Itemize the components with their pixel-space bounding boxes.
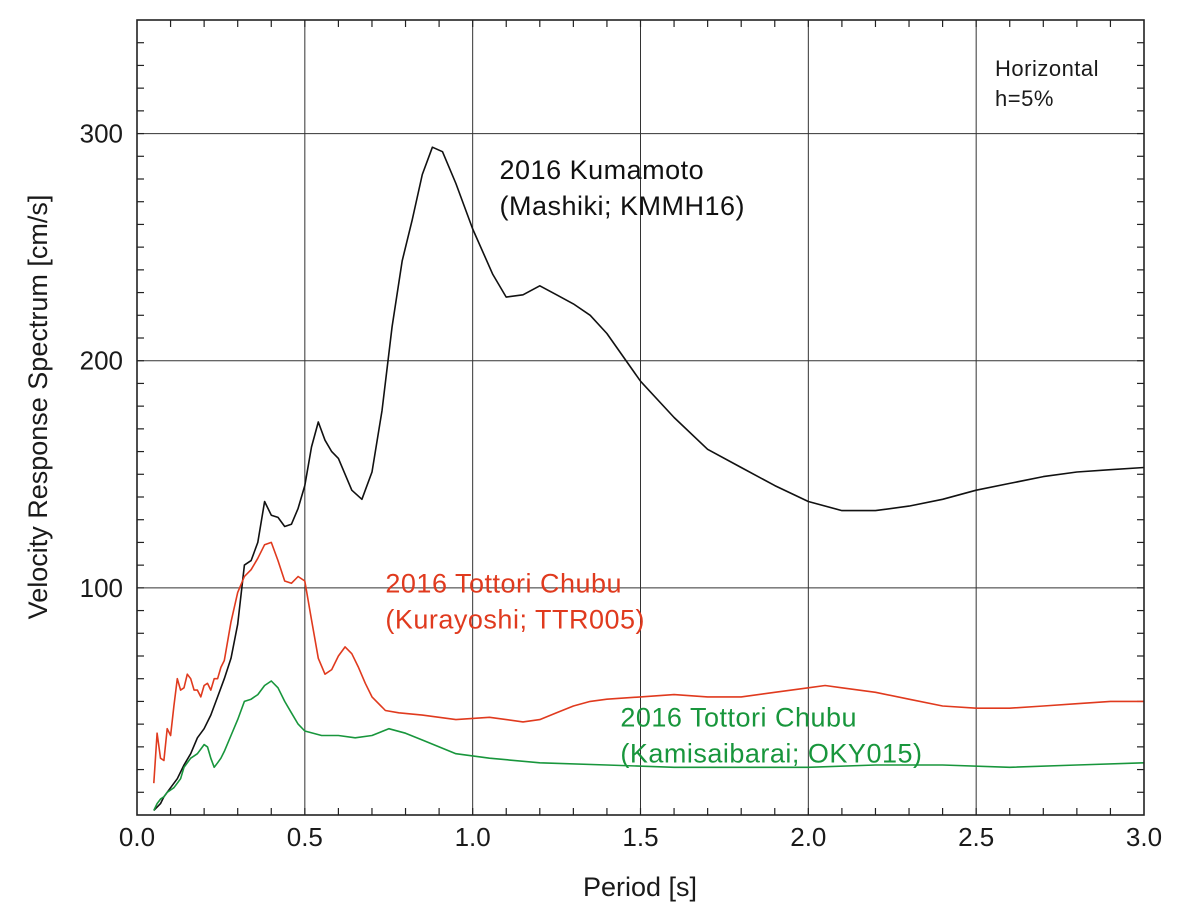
series-annotations: 2016 Kumamoto (Mashiki; KMMH16) 2016 Totto… [385, 155, 922, 768]
x-tick-label: 0.0 [119, 822, 155, 852]
y-axis-label: Velocity Response Spectrum [cm/s] [23, 195, 53, 620]
y-tick-label: 200 [80, 346, 123, 376]
x-tick-label: 3.0 [1126, 822, 1162, 852]
condition-note-direction: Horizontal [995, 56, 1099, 81]
x-axis-label: Period [s] [583, 872, 697, 902]
x-tick-label: 0.5 [287, 822, 323, 852]
x-tick-label: 2.5 [958, 822, 994, 852]
x-tick-label: 2.0 [790, 822, 826, 852]
minor-ticks [137, 20, 1144, 815]
series-label-3: 2016 Tottori Chubu [620, 702, 857, 732]
series-label-3: (Kamisaibarai; OKY015) [620, 738, 922, 768]
grid-lines [137, 20, 1144, 815]
series-line-1 [153, 146, 1145, 812]
condition-note-damping: h=5% [995, 86, 1054, 111]
series-label-2: (Kurayoshi; TTR005) [385, 604, 645, 634]
y-tick-label: 100 [80, 573, 123, 603]
tick-labels: 0.0 0.5 1.0 1.5 2.0 2.5 3.0 100 200 300 [80, 119, 1162, 852]
series-label-1: 2016 Kumamoto [500, 155, 705, 185]
series-label-1: (Mashiki; KMMH16) [500, 191, 746, 221]
x-tick-label: 1.5 [622, 822, 658, 852]
plot-frame [136, 19, 1145, 816]
series-label-2: 2016 Tottori Chubu [385, 568, 622, 598]
x-tick-label: 1.0 [455, 822, 491, 852]
series-line-3 [153, 680, 1145, 811]
y-tick-label: 300 [80, 119, 123, 149]
series-layer [153, 146, 1145, 812]
series-line-2 [153, 541, 1144, 784]
